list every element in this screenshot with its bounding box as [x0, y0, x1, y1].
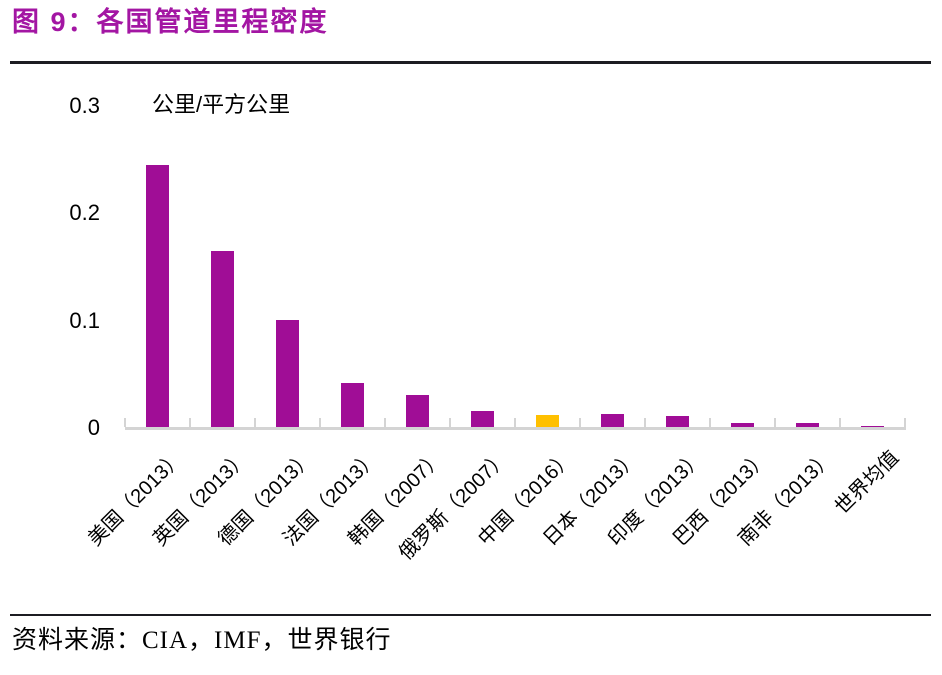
x-axis-tick — [839, 418, 841, 427]
x-axis-tick — [644, 418, 646, 427]
source-divider — [10, 614, 931, 616]
x-axis-tick — [254, 418, 256, 427]
x-axis-tick — [514, 418, 516, 427]
x-axis-tick — [319, 418, 321, 427]
bar — [341, 383, 364, 428]
bar — [666, 416, 689, 428]
y-axis-tick-label: 0.3 — [69, 92, 100, 118]
bar — [406, 395, 429, 428]
title-divider — [10, 61, 931, 64]
bar — [276, 320, 299, 428]
bar — [731, 423, 754, 428]
source-note: 资料来源：CIA，IMF，世界银行 — [12, 627, 392, 654]
x-axis-tick — [904, 418, 906, 427]
bar — [796, 423, 819, 428]
y-axis-tick-label: 0.2 — [69, 200, 100, 225]
x-axis-label: 世界均值 — [830, 446, 903, 519]
y-axis-tick-label: 0.1 — [69, 307, 100, 333]
x-axis-tick — [709, 418, 711, 427]
x-axis-line — [125, 427, 906, 430]
bar — [601, 414, 624, 428]
y-axis-tick-label: 0 — [87, 415, 100, 440]
bar — [211, 251, 234, 428]
bar — [536, 415, 559, 428]
x-axis-tick — [774, 418, 776, 427]
figure-title: 图 9：各国管道里程密度 — [12, 7, 329, 37]
x-axis-tick — [579, 418, 581, 427]
y-axis-unit-label: 公里/平方公里 — [152, 92, 291, 117]
x-axis-tick — [124, 418, 126, 427]
x-axis-tick — [189, 418, 191, 427]
bar — [146, 165, 169, 428]
bar — [471, 411, 494, 428]
x-axis-tick — [384, 418, 386, 427]
x-axis-tick — [449, 418, 451, 427]
